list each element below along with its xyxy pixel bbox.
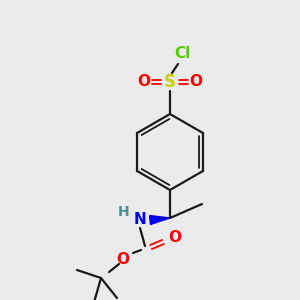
Text: O: O [190,74,202,89]
Text: O: O [169,230,182,245]
Text: O: O [137,74,151,89]
Text: S: S [164,73,176,91]
Text: H: H [118,205,130,219]
Text: N: N [134,212,146,227]
Text: Cl: Cl [174,46,190,62]
Polygon shape [150,215,170,224]
Text: O: O [116,251,130,266]
